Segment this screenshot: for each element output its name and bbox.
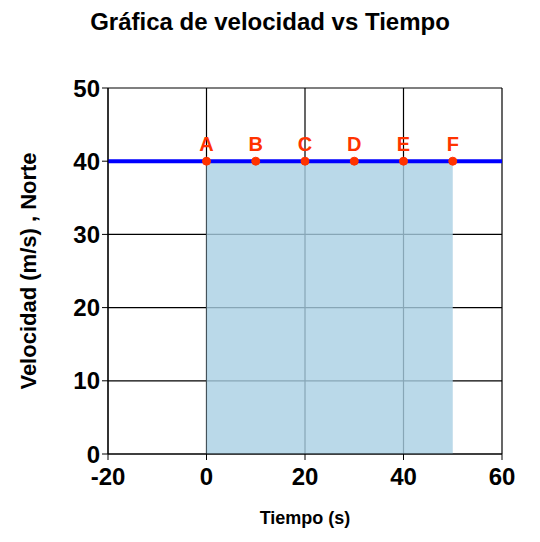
html-text:Gráfica de velocidad vs Tiempo: Gráfica de velocidad vs Tiempo	[90, 8, 450, 35]
svg-text:C: C	[298, 133, 312, 155]
svg-text:20: 20	[73, 294, 100, 321]
svg-text:50: 50	[73, 75, 100, 102]
svg-text:Velocidad (m/s) , Norte: Velocidad (m/s) , Norte	[16, 152, 41, 389]
svg-text:-20: -20	[90, 463, 126, 490]
svg-text:Tiempo (s): Tiempo (s)	[260, 508, 351, 528]
svg-text:60: 60	[489, 463, 516, 490]
svg-text:B: B	[249, 133, 263, 155]
svg-text:E: E	[397, 133, 410, 155]
svg-text:10: 10	[73, 367, 100, 394]
svg-text:D: D	[347, 133, 361, 155]
svg-text:30: 30	[73, 221, 100, 248]
svg-text:0: 0	[200, 463, 213, 490]
svg-text:A: A	[199, 133, 213, 155]
svg-text:F: F	[447, 133, 459, 155]
svg-text:40: 40	[73, 148, 100, 175]
svg-text:0: 0	[87, 441, 100, 468]
svg-text:40: 40	[390, 463, 417, 490]
svg-text:20: 20	[292, 463, 319, 490]
